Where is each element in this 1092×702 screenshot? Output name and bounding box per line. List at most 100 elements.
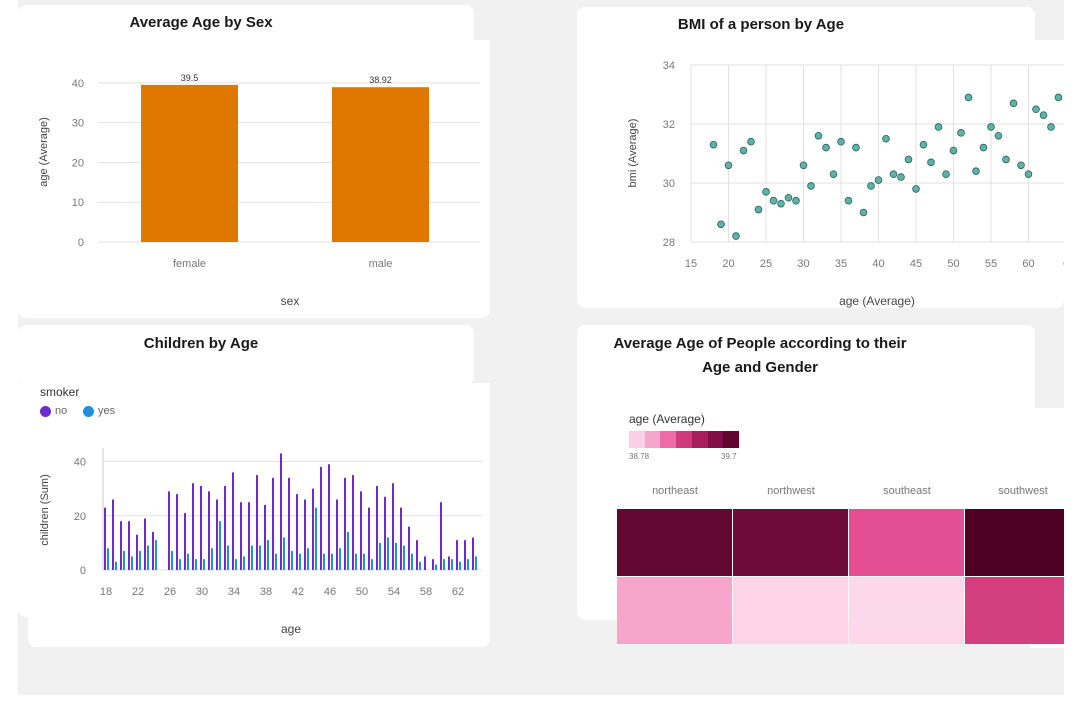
- heatmap-legend-title: age (Average): [629, 412, 705, 426]
- x-tick-label: 55: [985, 258, 997, 270]
- scatter-point: [987, 123, 995, 131]
- scatter-point: [897, 173, 905, 181]
- bar-yes: [107, 548, 109, 570]
- scatter-point: [709, 140, 718, 149]
- bar-no: [384, 496, 386, 570]
- scatter-point: [912, 185, 920, 193]
- bar-yes: [227, 545, 229, 570]
- y-tick-label: 20: [72, 157, 84, 169]
- legend-swatch: [629, 431, 645, 448]
- scatter-point: [904, 155, 913, 164]
- scatter-point: [762, 188, 770, 196]
- x-tick-label: 54: [388, 586, 400, 598]
- heatmap-legend-min: 38.78: [629, 452, 650, 461]
- bar-yes: [315, 507, 317, 570]
- bar-yes: [347, 532, 349, 570]
- bar-no: [456, 540, 458, 570]
- children-by-age-chart: 0 20 40 18 22 26 30 34 38 42 46 50 54 58 62 age children…: [39, 448, 482, 636]
- bar-no: [184, 513, 186, 570]
- scatter-point: [844, 196, 853, 205]
- y-axis-label: children (Sum): [39, 474, 51, 546]
- scatter-point: [1032, 105, 1040, 114]
- bar-yes: [331, 553, 333, 570]
- bar-no: [232, 472, 234, 570]
- bar-no: [248, 502, 250, 570]
- x-tick-label: 58: [420, 586, 432, 598]
- x-tick-label: 20: [722, 258, 734, 270]
- age-by-sex-chart: 0 10 20 30 40 39.5 female 38.92 male sex age (Aver…: [38, 73, 480, 308]
- bar-yes: [403, 545, 405, 570]
- chart-card-children-left-strip: [18, 383, 30, 617]
- scatter-point: [784, 193, 793, 202]
- scatter-point: [769, 196, 778, 205]
- x-tick-label: male: [369, 258, 393, 270]
- bar-no: [136, 534, 138, 570]
- x-axis-label: sex: [281, 294, 300, 308]
- x-tick-label: 50: [356, 586, 368, 598]
- x-tick-label: 25: [760, 258, 772, 270]
- bar-no: [320, 466, 322, 570]
- legend-swatch: [707, 431, 724, 448]
- bar-no: [256, 475, 258, 570]
- bar-no: [272, 477, 274, 570]
- bar-female: [141, 84, 238, 242]
- legend-label: no: [55, 405, 68, 417]
- legend-swatch: [644, 431, 661, 448]
- scatter-point: [889, 170, 898, 178]
- scatter-point: [777, 199, 785, 208]
- scatter-point: [822, 143, 830, 152]
- scatter-point: [942, 170, 950, 178]
- bar-no: [104, 507, 106, 570]
- x-tick-label: 30: [196, 586, 208, 598]
- bar-no: [424, 556, 426, 570]
- column-label: northeast: [652, 485, 698, 497]
- legend-item-yes[interactable]: yes: [83, 405, 115, 417]
- bar-yes: [211, 548, 213, 570]
- bar-no: [224, 485, 226, 570]
- bar-yes: [155, 540, 157, 570]
- bar-yes: [187, 553, 189, 570]
- x-axis-label: age: [281, 622, 301, 636]
- chart-card-children-by-age: [18, 325, 474, 385]
- bar-yes: [131, 556, 133, 570]
- bar-yes: [139, 551, 141, 570]
- scatter-point: [957, 129, 965, 137]
- heatmap-cell: [733, 509, 848, 576]
- bar-no: [440, 502, 442, 570]
- bar-no: [464, 540, 466, 570]
- bar-no: [376, 485, 378, 570]
- chart-title: Average Age of People according to their…: [613, 335, 907, 376]
- scatter-point: [1047, 123, 1055, 131]
- bar-no: [336, 499, 338, 570]
- bar-yes: [243, 556, 245, 570]
- scatter-point: [859, 208, 868, 217]
- x-tick-label: 26: [164, 586, 176, 598]
- scatter-point: [1009, 99, 1018, 108]
- bar-yes: [115, 561, 117, 570]
- x-tick-label: 18: [100, 586, 112, 598]
- legend-item-no[interactable]: no: [40, 405, 67, 417]
- scatter-point: [1017, 161, 1025, 170]
- heatmap-cell: [965, 509, 1064, 576]
- scatter-point: [829, 170, 838, 178]
- column-label: southwest: [998, 485, 1048, 497]
- heatmap-color-legend: [629, 431, 740, 448]
- scatter-point: [979, 143, 988, 152]
- bar-yes: [355, 553, 357, 570]
- bar-yes: [395, 542, 397, 570]
- legend-swatch: [660, 431, 677, 448]
- bar-no: [472, 537, 474, 570]
- bar-no: [280, 453, 282, 570]
- y-axis-label: bmi (Average): [627, 119, 639, 188]
- scatter-point: [807, 182, 815, 190]
- scatter-point: [717, 220, 725, 229]
- scatter-point: [799, 161, 808, 170]
- y-axis-label: age (Average): [38, 117, 50, 187]
- x-tick-label: 60: [1022, 258, 1034, 270]
- y-tick-label: 40: [74, 457, 86, 469]
- bar-no: [168, 491, 170, 570]
- data-label: 39.5: [181, 73, 199, 83]
- x-tick-label: 40: [872, 258, 884, 270]
- y-tick-label: 28: [663, 237, 675, 249]
- scatter-point: [837, 137, 845, 146]
